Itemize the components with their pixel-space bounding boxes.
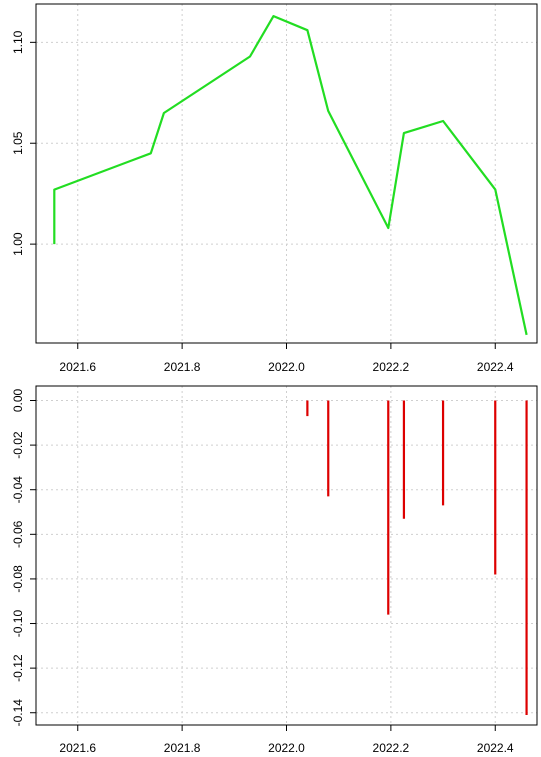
drawdown-y-tick-label: -0.08 xyxy=(11,565,25,593)
drawdown-y-tick-label: -0.02 xyxy=(11,431,25,459)
drawdown-x-tick-label: 2022.4 xyxy=(477,741,514,755)
equity-line xyxy=(53,15,528,336)
drawdown-y-tick-label: -0.04 xyxy=(11,476,25,504)
drawdown-x-tick-label: 2022.0 xyxy=(268,741,305,755)
equity-curve-panel: 2021.6 2021.8 2022.0 2022.2 2022.4 1.00 1.05 1.… xyxy=(11,3,538,374)
drawdown-y-tick-label: -0.12 xyxy=(11,654,25,682)
drawdown-y-tick-label: -0.06 xyxy=(11,520,25,548)
drawdown-x-tick-label: 2021.8 xyxy=(164,741,201,755)
equity-x-tick-label: 2022.4 xyxy=(477,360,514,374)
drawdown-y-tick-label: 0.00 xyxy=(11,388,25,412)
drawdown-x-tick-label: 2022.2 xyxy=(373,741,410,755)
drawdown-y-tick-label: -0.10 xyxy=(11,610,25,638)
equity-grid xyxy=(36,4,537,343)
equity-series xyxy=(53,15,528,336)
equity-y-tick-label: 1.05 xyxy=(11,131,25,155)
drawdown-panel: 2021.6 2021.8 2022.0 2022.2 2022.4 0.00 -0.02 -… xyxy=(11,385,538,755)
equity-y-tick-label: 1.10 xyxy=(11,30,25,54)
drawdown-axis-ticks: 2021.6 2021.8 2022.0 2022.2 2022.4 0.00 -0.02 -… xyxy=(11,388,514,755)
equity-x-tick-label: 2021.8 xyxy=(164,360,201,374)
drawdown-series xyxy=(306,400,528,715)
equity-x-tick-label: 2022.2 xyxy=(373,360,410,374)
equity-x-tick-label: 2021.6 xyxy=(59,360,96,374)
equity-axis-ticks: 2021.6 2021.8 2022.0 2022.2 2022.4 1.00 1.05 1.… xyxy=(11,30,514,374)
drawdown-x-tick-label: 2021.6 xyxy=(59,741,96,755)
equity-y-tick-label: 1.00 xyxy=(11,232,25,256)
equity-x-tick-label: 2022.0 xyxy=(268,360,305,374)
drawdown-y-tick-label: -0.14 xyxy=(11,699,25,727)
drawdown-grid xyxy=(36,386,537,725)
